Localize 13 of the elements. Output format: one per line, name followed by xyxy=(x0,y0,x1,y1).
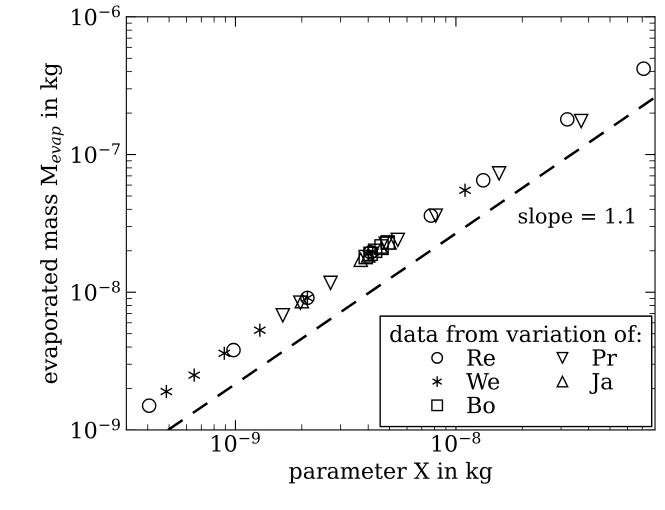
y-axis-title: evaporated mass M$_{evap}$ in kg xyxy=(40,63,64,384)
legend-label: Ja xyxy=(589,373,613,394)
y-tick-label: 10$^{−6}$ xyxy=(72,5,120,26)
legend-label: We xyxy=(466,373,500,390)
y-tick-label: 10$^{−9}$ xyxy=(72,418,120,439)
legend-label: Bo xyxy=(467,396,495,414)
y-tick-label: 10$^{−8}$ xyxy=(72,280,120,301)
x-axis-title: parameter X in kg xyxy=(289,462,492,484)
legend-label: Pr xyxy=(592,349,617,366)
y-tick-label: 10$^{−7}$ xyxy=(72,143,120,164)
legend-title: data from variation of: xyxy=(390,325,641,342)
legend-label: Re xyxy=(467,349,495,366)
annotation: slope = 1.1 xyxy=(518,208,634,228)
